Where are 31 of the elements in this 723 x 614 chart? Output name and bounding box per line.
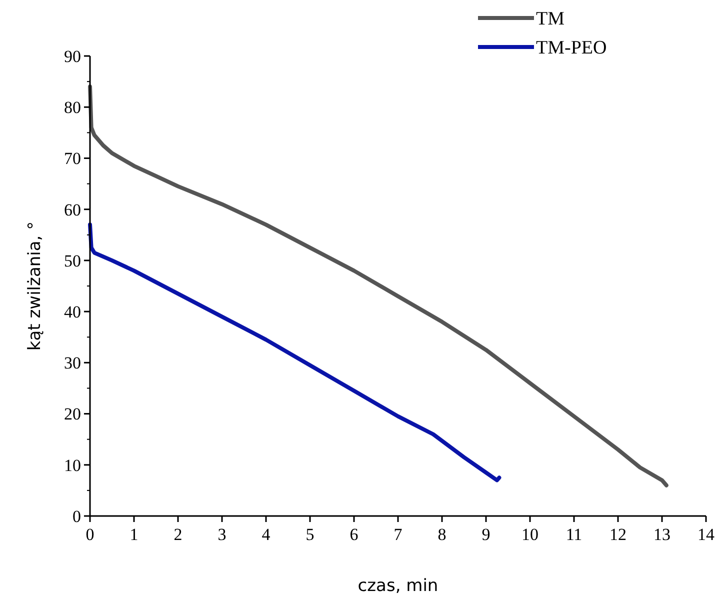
x-tick-label: 13 (654, 525, 670, 544)
y-tick-label: 30 (64, 354, 81, 373)
x-tick-label: 10 (522, 525, 538, 544)
y-tick-label: 10 (64, 456, 81, 475)
x-tick-label: 5 (306, 525, 314, 544)
x-tick-label: 1 (130, 525, 138, 544)
x-tick-label: 4 (262, 525, 271, 544)
y-tick-label: 60 (64, 200, 81, 220)
y-tick-label: 0 (72, 506, 81, 526)
x-tick-label: 11 (566, 525, 582, 544)
x-tick-label: 0 (86, 525, 94, 544)
legend-label: TM-PEO (536, 38, 607, 59)
x-tick-label: 12 (610, 525, 626, 544)
y-axis-title: kąt zwilżania, ° (25, 221, 45, 351)
y-tick-label: 90 (64, 46, 81, 66)
x-axis-title: czas, min (358, 576, 438, 596)
y-tick-label: 50 (64, 251, 81, 270)
y-tick-label: 40 (64, 302, 81, 322)
y-tick-label: 80 (64, 98, 81, 118)
y-tick-label: 70 (64, 149, 81, 168)
line-series (88, 222, 502, 482)
x-tick-label: 8 (438, 525, 446, 544)
x-tick-label: 9 (482, 525, 490, 544)
x-tick-label: 6 (350, 525, 358, 544)
y-tick-label: 20 (64, 404, 81, 424)
x-tick-label: 3 (218, 525, 226, 544)
legend-label: TM (536, 8, 565, 30)
line-series (88, 84, 668, 488)
x-tick-label: 7 (394, 525, 403, 544)
x-tick-label: 2 (174, 525, 182, 544)
x-tick-label: 14 (698, 525, 715, 544)
